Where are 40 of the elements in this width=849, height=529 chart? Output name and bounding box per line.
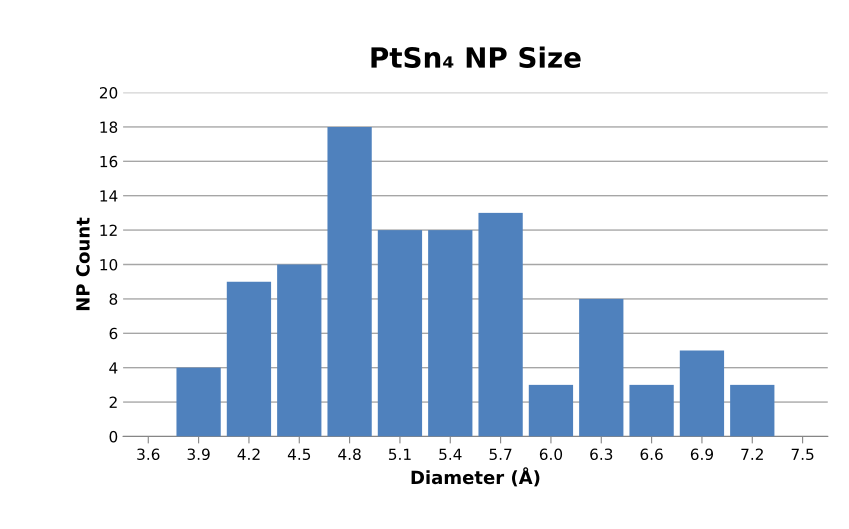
x-tick-label: 5.7 [490, 448, 512, 460]
y-tick-label: 2 [110, 396, 117, 408]
bar [478, 212, 523, 436]
bar [528, 384, 574, 436]
bar [378, 230, 422, 436]
x-tick-label: 6.0 [540, 448, 562, 460]
y-tick-label: 4 [109, 362, 118, 374]
x-tick-label: 7.2 [741, 448, 763, 460]
x-tick-label: 3.9 [188, 448, 210, 460]
x-axis-title: Diameter (Å) [412, 467, 540, 486]
x-tick-label: 6.9 [690, 448, 714, 460]
x-tick-label: 5.4 [439, 448, 462, 460]
bar [277, 264, 322, 436]
x-tick-label: 4.2 [238, 448, 260, 460]
x-tick-label: 6.6 [640, 448, 663, 460]
bar [226, 282, 272, 436]
x-tick-label: 5.1 [388, 448, 411, 460]
x-tick-label: 7.5 [792, 448, 814, 460]
bar [579, 298, 624, 436]
bar [176, 368, 221, 436]
bar [428, 230, 472, 436]
x-tick-label: 3.6 [137, 448, 160, 460]
bar [629, 384, 674, 436]
y-tick-label: 18 [100, 121, 118, 133]
x-tick-label: 6.3 [590, 448, 612, 460]
y-tick-label: 0 [110, 430, 118, 442]
y-axis-title: NP Count [76, 218, 90, 310]
y-tick-label: 14 [100, 190, 118, 202]
bar [730, 384, 774, 436]
bar [327, 126, 372, 436]
y-tick-label: 10 [100, 258, 118, 271]
y-tick-label: 6 [110, 328, 118, 340]
chart-title: PtSn₄ NP Size [371, 46, 581, 68]
bar [680, 350, 724, 436]
y-tick-label: 12 [100, 224, 117, 236]
x-tick-label: 4.5 [288, 448, 310, 460]
y-tick-label: 8 [110, 293, 118, 305]
x-tick-label: 4.8 [338, 448, 361, 460]
y-tick-label: 16 [100, 156, 118, 168]
y-tick-label: 20 [100, 87, 118, 99]
